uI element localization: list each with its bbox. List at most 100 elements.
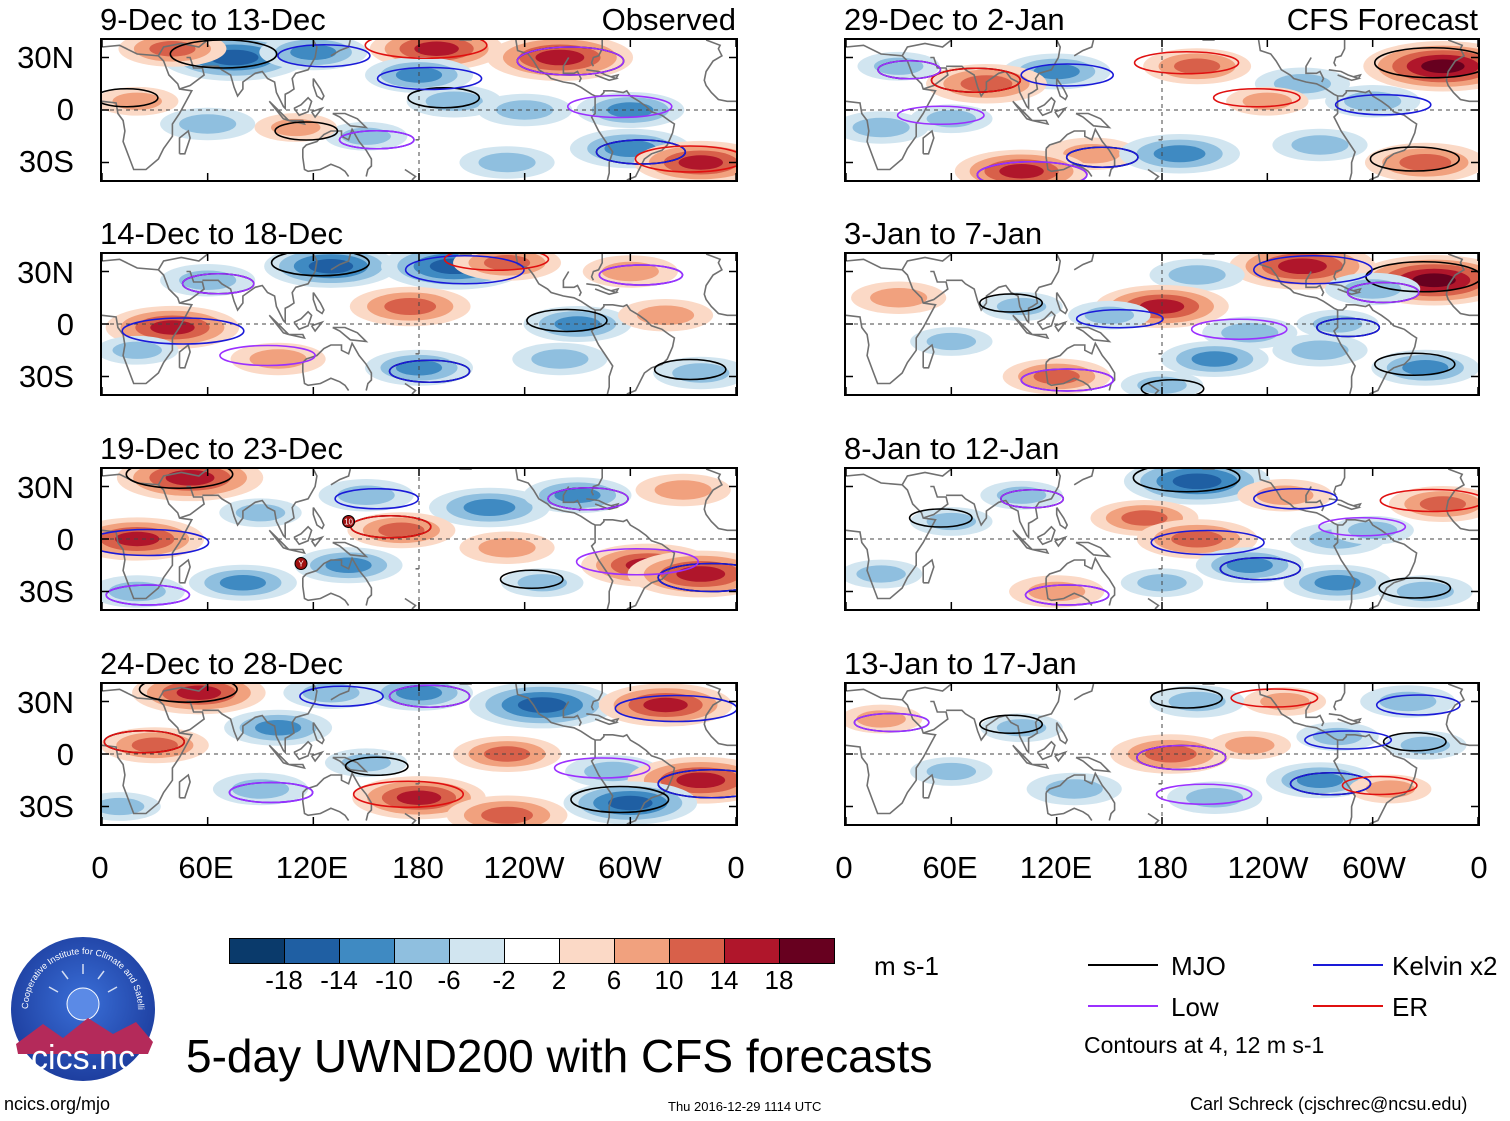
coastline — [846, 40, 952, 57]
legend-label-er: ER — [1392, 992, 1429, 1022]
anomaly-blob — [1402, 360, 1449, 376]
cics-logo-graphic: Cooperative Institute for Climate and Sa… — [5, 926, 155, 1081]
contour-group — [364, 40, 736, 173]
coastline — [202, 40, 318, 111]
anomaly-blob — [1419, 496, 1467, 512]
coastline — [946, 684, 1062, 755]
lon-label: 120W — [483, 850, 565, 885]
anomaly-blob — [150, 320, 195, 335]
contour-line — [657, 562, 736, 593]
figure-title: 5-day UWND200 with CFS forecasts — [186, 1030, 933, 1082]
coastline — [1055, 722, 1069, 745]
coastline — [178, 773, 191, 799]
contour-line — [1253, 487, 1338, 510]
coastline — [1031, 763, 1050, 770]
anomaly-blob — [1168, 265, 1226, 285]
anomaly-blob — [1144, 745, 1197, 763]
coastline — [1045, 127, 1116, 177]
coastline — [288, 763, 306, 770]
coastline — [404, 168, 417, 180]
coastline — [846, 484, 937, 600]
lat-label-30s: 30S — [18, 144, 74, 179]
anomaly-blob — [235, 504, 286, 522]
contour-line — [1230, 688, 1319, 708]
anomaly-blob — [1396, 581, 1454, 602]
anomaly-blob — [308, 259, 354, 274]
coastline — [1036, 740, 1056, 761]
anomaly-blob — [483, 255, 531, 271]
lon-label: 60W — [1342, 850, 1406, 885]
contour-line — [1150, 529, 1265, 556]
coastline — [202, 469, 318, 540]
coastline — [846, 699, 937, 815]
anomaly-blob — [1225, 736, 1275, 754]
contour-line — [1150, 687, 1223, 709]
contour-line — [103, 729, 186, 754]
colorbar-tick: -2 — [492, 965, 516, 995]
anomaly-blob — [1168, 691, 1226, 712]
coastline — [1054, 106, 1068, 119]
anomaly-blob — [1399, 154, 1452, 171]
anomaly-blob — [1412, 273, 1456, 288]
anomaly-shading — [846, 469, 1478, 608]
contour-line — [1020, 368, 1114, 392]
lon-label: 0 — [91, 850, 109, 885]
anomaly-blob — [112, 341, 162, 359]
contour-line — [1212, 87, 1301, 108]
anomaly-blob — [672, 363, 730, 383]
anomaly-blob — [1291, 340, 1349, 360]
contour-line — [1379, 488, 1478, 513]
anomaly-shading — [102, 40, 736, 180]
contour-group — [1000, 488, 1407, 606]
coastlines — [102, 254, 736, 394]
colorbar-tick: 10 — [654, 965, 684, 995]
coastline — [1031, 333, 1050, 340]
coastline — [179, 56, 206, 90]
contour-line — [1000, 488, 1065, 509]
coastline — [1305, 486, 1325, 512]
anomaly-blob — [676, 566, 726, 582]
anomaly-blob — [179, 114, 237, 134]
anomaly-blob — [1314, 575, 1361, 591]
legend-label-kelvin: Kelvin x2 — [1392, 951, 1498, 981]
contour-line — [1075, 308, 1164, 329]
anomaly-blob — [219, 575, 267, 591]
colorbar-cell — [340, 939, 395, 963]
coastline — [922, 700, 949, 734]
coastline — [1333, 740, 1356, 824]
lat-label-eq: 0 — [56, 92, 74, 127]
anomaly-blob — [1344, 279, 1402, 299]
contour-line — [1334, 93, 1432, 116]
legend-line-mjo — [1088, 964, 1158, 966]
coastline — [590, 40, 604, 67]
coastline — [102, 699, 194, 815]
coastline — [102, 55, 194, 171]
lat-label-30n: 30N — [17, 685, 74, 720]
map-svg — [102, 254, 736, 394]
lon-label: 0 — [835, 850, 853, 885]
footer-url: ncics.org/mjo — [4, 1094, 111, 1114]
contour-line — [228, 781, 314, 804]
anomaly-blob — [254, 720, 302, 736]
coastline — [404, 812, 417, 824]
colorbar-tick: -6 — [437, 965, 461, 995]
anomaly-blob — [378, 522, 425, 538]
anomaly-blob — [463, 499, 516, 516]
coastline — [610, 717, 620, 723]
colorbar-unit: m s-1 — [874, 951, 939, 981]
map-panel — [100, 38, 738, 182]
contour-line — [352, 780, 465, 809]
coastline — [179, 485, 206, 519]
coastline — [922, 773, 935, 799]
coastline — [302, 556, 373, 606]
anomaly-blob — [1421, 59, 1465, 74]
coastline — [1055, 292, 1069, 315]
coastline — [1054, 320, 1068, 333]
contour-line — [169, 40, 278, 69]
anomaly-blob — [481, 806, 533, 824]
anomaly-blob — [1045, 779, 1103, 799]
contour-line — [634, 145, 736, 173]
coastline — [515, 469, 676, 609]
anomaly-blob — [414, 41, 459, 56]
anomaly-blob — [341, 754, 391, 772]
